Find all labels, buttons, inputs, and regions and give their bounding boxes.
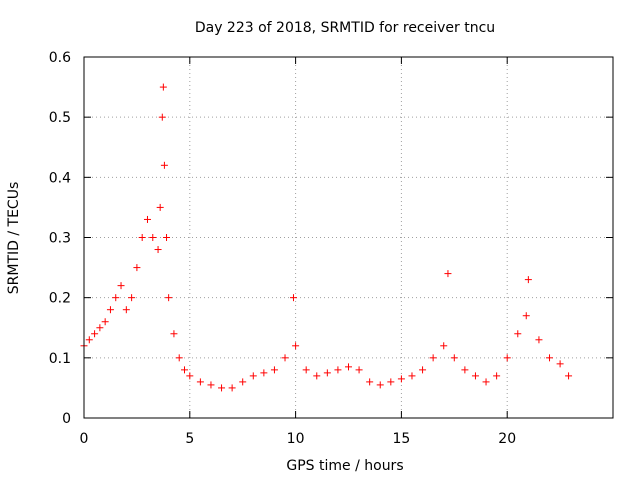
data-point [218,384,226,392]
data-point [345,363,352,371]
chart-title: Day 223 of 2018, SRMTID for receiver tnc… [195,20,495,36]
data-point [323,369,331,377]
data-point [143,215,151,223]
data-point [106,306,114,314]
data-point [546,354,554,362]
data-point [565,372,573,380]
data-point [138,234,146,241]
data-point [196,378,204,386]
data-point [302,366,310,374]
data-point [149,234,157,241]
data-point [159,83,167,91]
data-point [397,375,405,383]
data-point [128,294,136,302]
data-point [366,378,374,386]
data-point [355,366,363,374]
data-point [228,384,236,392]
grid [84,57,613,418]
data-point [493,372,501,380]
data-point [165,294,173,302]
data-point [249,372,257,380]
data-point [387,378,395,386]
data-point [270,366,278,374]
x-tick-label: 20 [498,431,516,447]
data-point [163,234,171,241]
data-point [440,342,448,350]
data-point [91,330,99,338]
data-point [112,294,120,302]
y-tick-label: 0.5 [49,110,71,126]
x-axis-label: GPS time / hours [286,458,403,474]
data-point [524,276,532,284]
data-point [450,354,458,362]
data-point [207,381,215,389]
data-point [117,282,125,290]
data-point [122,306,130,314]
x-tick-label: 0 [80,431,89,447]
data-point [133,264,141,272]
data-point [503,354,511,362]
data-point [376,381,384,389]
data-point [260,369,268,377]
y-tick-label: 0.6 [49,50,71,66]
data-point [461,366,469,374]
y-tick-label: 0.3 [49,231,71,247]
y-tick-label: 0 [62,411,71,427]
data-point [522,312,530,320]
data-point [186,372,194,380]
y-tick-label: 0.2 [49,291,71,307]
data-point [281,354,289,362]
data-points [80,83,573,392]
data-point [289,294,297,302]
x-tick-label: 15 [392,431,410,447]
data-point [514,330,522,338]
x-tick-label: 5 [185,431,194,447]
y-tick-label: 0.4 [49,170,71,186]
data-point [181,366,189,374]
data-point [556,360,564,368]
data-point [482,378,490,386]
x-tick-label: 10 [287,431,305,447]
data-point [85,336,93,344]
data-point [239,378,247,386]
data-point [156,203,164,211]
data-point [419,366,427,374]
data-point [154,246,162,254]
data-point [408,372,416,380]
data-point [429,354,437,362]
data-point [535,336,543,344]
data-point [101,318,109,326]
axis-ticks: 0 0.1 0.2 0.3 0.4 0.5 0.6 0 5 10 15 20 [49,50,613,447]
data-point [170,330,178,338]
data-point [313,372,321,380]
data-point [292,342,300,350]
y-tick-label: 0.1 [49,351,71,367]
data-point [96,324,104,332]
data-point [158,113,166,121]
data-point [175,354,183,362]
data-point [471,372,479,380]
data-point [334,366,342,374]
y-axis-label: SRMTID / TECUs [6,182,22,295]
data-point [160,161,168,169]
data-point [444,270,452,278]
